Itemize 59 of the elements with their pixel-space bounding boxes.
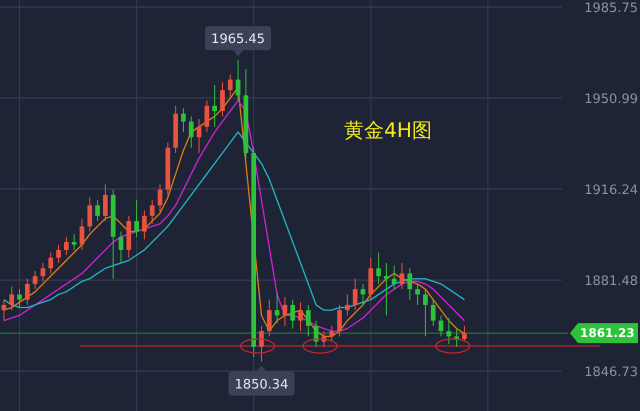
- candlestick: [430, 299, 436, 326]
- candlestick: [446, 318, 452, 345]
- candlestick: [95, 200, 100, 222]
- candlestick: [32, 270, 38, 290]
- candlestick: [236, 60, 240, 102]
- candlestick: [298, 302, 303, 332]
- candlestick: [462, 325, 467, 342]
- candlestick: [306, 304, 311, 337]
- candlestick: [384, 262, 389, 316]
- candlestick: [212, 84, 217, 128]
- candlestick: [282, 296, 288, 326]
- candlestick: [17, 288, 22, 308]
- candlestick: [87, 197, 92, 232]
- candlestick: [40, 262, 46, 282]
- y-tick-label: 1985.75: [584, 0, 638, 16]
- candlestick: [24, 278, 30, 306]
- y-tick-label: 1950.99: [584, 92, 638, 107]
- candlestick: [415, 283, 420, 306]
- candlestick: [266, 299, 272, 337]
- candlestick: [259, 325, 264, 362]
- annotation: 1850.34: [234, 378, 288, 393]
- candlestick: [329, 325, 334, 342]
- candlestick: [228, 74, 233, 98]
- candlestick: [118, 231, 124, 264]
- candlestick: [204, 100, 210, 133]
- y-tick-label: 1881.48: [584, 274, 638, 290]
- annotation: 1965.45: [211, 32, 265, 48]
- candlestick: [134, 200, 139, 238]
- candlestick: [181, 108, 186, 133]
- candlestick: [400, 262, 404, 290]
- candlestick: [2, 299, 6, 322]
- candlestick: [376, 252, 381, 284]
- candlestick: [56, 244, 61, 264]
- y-tick-label: 1846.73: [584, 365, 638, 380]
- candlestick: [407, 268, 412, 300]
- candlestick: [345, 294, 350, 316]
- candlestick: [103, 184, 108, 222]
- candlestick: [188, 116, 194, 148]
- candlestick: [196, 118, 202, 154]
- candlestick: [72, 234, 76, 250]
- candlestick: [150, 200, 155, 224]
- ref-line-label: 1861.23: [580, 326, 635, 340]
- candlestick: [290, 299, 296, 329]
- candlestick: [438, 314, 444, 337]
- candlestick: [48, 252, 54, 274]
- candlestick: [9, 286, 14, 311]
- candlestick: [423, 288, 428, 337]
- candlestick: [392, 265, 397, 290]
- candlestick: [220, 82, 225, 117]
- candlestick: [158, 184, 162, 214]
- candlestick: [337, 304, 342, 337]
- candlestick: [64, 236, 69, 256]
- candlestick: [360, 283, 366, 306]
- text: 黄金4H图: [344, 118, 432, 142]
- candlestick: [274, 291, 280, 324]
- candlestick: [142, 210, 147, 240]
- y-tick-label: 1916.24: [584, 183, 638, 198]
- candlestick: [352, 278, 358, 311]
- candlestick: [80, 218, 84, 250]
